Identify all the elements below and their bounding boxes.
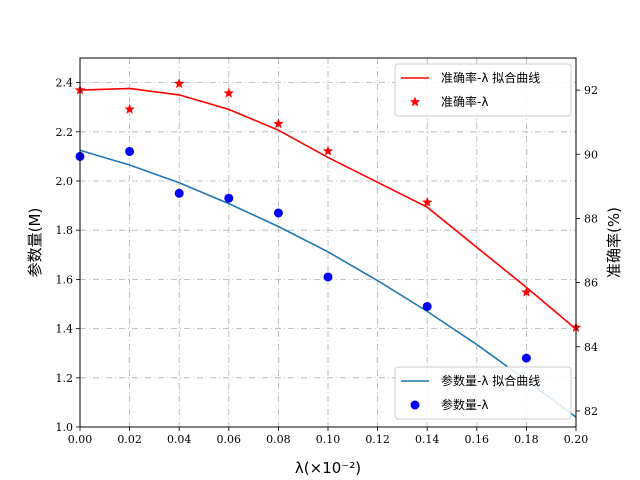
x-tick-label: 0.14 bbox=[415, 433, 440, 446]
accuracy-point bbox=[124, 103, 135, 114]
y-right-tick-label: 90 bbox=[584, 148, 598, 161]
x-tick-label: 0.16 bbox=[465, 433, 490, 446]
params-point bbox=[323, 272, 333, 282]
y-axis-label-right: 准确率(%) bbox=[605, 207, 623, 278]
accuracy-point bbox=[322, 145, 334, 156]
accuracy-point bbox=[273, 118, 284, 129]
y-left-tick-label: 1.6 bbox=[56, 273, 74, 286]
y-right-tick-label: 84 bbox=[584, 341, 598, 354]
x-tick-label: 0.12 bbox=[365, 433, 390, 446]
series-line-0 bbox=[79, 149, 577, 418]
y-left-tick-label: 1.8 bbox=[56, 224, 74, 237]
legend-star-swatch bbox=[409, 96, 421, 107]
ticks: 0.00 0.02 0.04 0.06 0.08 0.10 0.12 0.14 0.16 0.18… bbox=[56, 77, 599, 446]
accuracy-point bbox=[223, 87, 235, 98]
params-point bbox=[422, 301, 432, 311]
x-tick-label: 0.06 bbox=[217, 433, 242, 446]
y-right-tick-label: 86 bbox=[584, 277, 598, 290]
y-axis-label-left: 参数量(M) bbox=[26, 208, 44, 278]
y-left-tick-label: 1.0 bbox=[56, 421, 74, 434]
x-tick-label: 0.18 bbox=[514, 433, 539, 446]
accuracy-point bbox=[521, 286, 532, 297]
y-left-tick-label: 2.0 bbox=[56, 175, 74, 188]
params-point bbox=[224, 193, 234, 203]
y-left-tick-label: 2.2 bbox=[56, 126, 74, 139]
accuracy-point bbox=[173, 78, 185, 89]
x-tick-label: 0.04 bbox=[167, 433, 192, 446]
x-tick-label: 0.00 bbox=[68, 433, 93, 446]
params-point bbox=[521, 353, 531, 363]
legend-label: 参数量-λ bbox=[441, 397, 488, 412]
x-axis-label: λ(×10⁻²) bbox=[295, 459, 361, 477]
y-right-tick-label: 88 bbox=[584, 212, 598, 225]
x-tick-label: 0.02 bbox=[117, 433, 142, 446]
legend-label: 准确率-λ bbox=[441, 94, 488, 109]
params-point bbox=[273, 208, 283, 218]
legend-box bbox=[394, 63, 572, 117]
y-left-tick-label: 2.4 bbox=[56, 77, 74, 90]
y-left-tick-label: 1.4 bbox=[56, 323, 74, 336]
series-line-2 bbox=[79, 87, 577, 330]
legend-box bbox=[394, 366, 572, 420]
y-right-tick-label: 92 bbox=[584, 84, 598, 97]
x-tick-label: 0.08 bbox=[266, 433, 291, 446]
params-point bbox=[174, 188, 184, 198]
legend-dot-swatch bbox=[410, 400, 420, 410]
x-tick-label: 0.20 bbox=[564, 433, 589, 446]
params-point bbox=[125, 146, 135, 156]
accuracy-point bbox=[421, 196, 433, 207]
legend-label: 参数量-λ 拟合曲线 bbox=[441, 373, 540, 388]
x-tick-label: 0.10 bbox=[316, 433, 341, 446]
y-left-tick-label: 1.2 bbox=[56, 372, 74, 385]
legend-label: 准确率-λ 拟合曲线 bbox=[441, 70, 540, 85]
y-right-tick-label: 82 bbox=[584, 405, 598, 418]
